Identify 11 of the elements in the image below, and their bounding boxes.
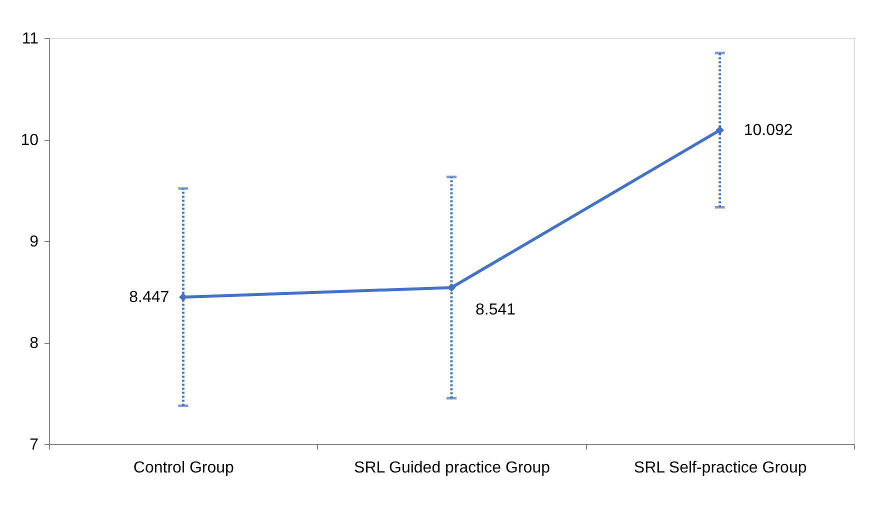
data-label: 10.092 [744, 122, 793, 140]
x-tick-label: SRL Self-practice Group [634, 460, 807, 476]
y-tick-label: 9 [30, 234, 39, 250]
data-label: 8.541 [476, 302, 516, 319]
y-tick-label: 11 [22, 30, 39, 48]
y-tick-label: 7 [30, 436, 39, 454]
x-tick-label: SRL Guided practice Group [354, 460, 550, 476]
y-tick-label: 10 [20, 132, 39, 149]
y-tick-label: 8 [30, 335, 39, 352]
x-tick-label: Control Group [133, 460, 234, 476]
data-label: 8.447 [129, 289, 170, 306]
